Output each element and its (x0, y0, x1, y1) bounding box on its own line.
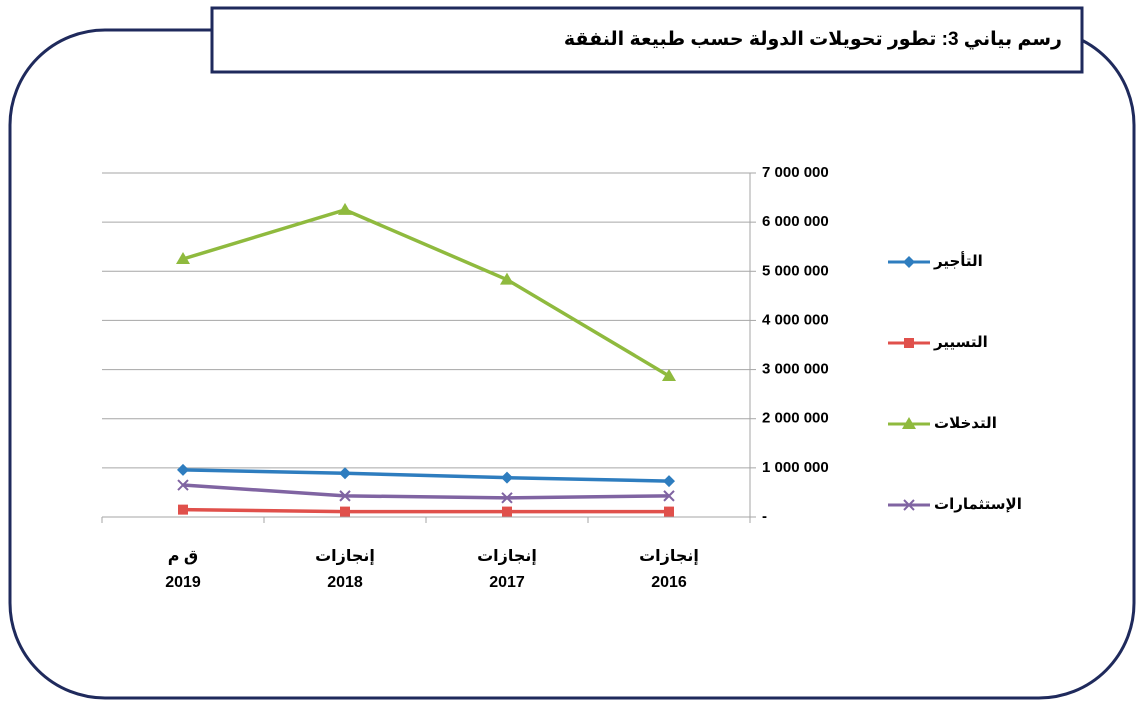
y-tick-label: - (762, 508, 767, 525)
marker (177, 463, 189, 476)
series-line (182, 483, 670, 500)
marker (904, 338, 914, 348)
marker (340, 506, 350, 517)
marker (338, 202, 352, 215)
legend-label: التسيير (933, 334, 988, 351)
x-tick-label: ق م (168, 548, 198, 565)
marker (177, 479, 189, 491)
marker (339, 490, 351, 502)
marker (662, 368, 676, 381)
marker (502, 506, 512, 517)
marker (501, 471, 513, 484)
marker (903, 499, 915, 511)
marker (501, 492, 513, 504)
legend-label: الإستثمارات (934, 496, 1022, 513)
frame (8, 28, 1136, 700)
series-line (182, 507, 669, 514)
chart-title: رسم بياني 3: تطور تحويلات الدولة حسب طبي… (564, 29, 1062, 50)
marker (176, 252, 190, 264)
x-tick-label: 2018 (327, 574, 363, 591)
marker (664, 506, 674, 517)
marker (500, 272, 514, 285)
marker (339, 467, 351, 480)
x-tick-label: إنجازات (315, 548, 375, 565)
marker (178, 504, 188, 515)
series-line (182, 207, 670, 378)
y-tick-label: 4 000 000 (762, 311, 829, 328)
x-tick-label: 2016 (651, 574, 687, 591)
marker (663, 475, 675, 488)
marker (663, 490, 675, 502)
y-tick-label: 5 000 000 (762, 262, 829, 279)
marker (902, 417, 916, 429)
x-tick-label: إنجازات (639, 548, 699, 565)
y-tick-label: 2 000 000 (762, 410, 829, 427)
y-tick-label: 6 000 000 (762, 213, 829, 230)
x-tick-label: 2019 (165, 574, 201, 591)
marker (903, 256, 915, 268)
legend-label: التأجير (933, 251, 983, 270)
x-tick-label: إنجازات (477, 548, 537, 565)
x-tick-label: 2017 (489, 574, 525, 591)
y-tick-label: 3 000 000 (762, 361, 829, 378)
y-tick-label: 1 000 000 (762, 459, 829, 476)
y-tick-label: 7 000 000 (762, 164, 829, 181)
legend-label: التدخلات (934, 415, 997, 432)
series-line (182, 468, 670, 483)
title-box (210, 6, 1084, 74)
